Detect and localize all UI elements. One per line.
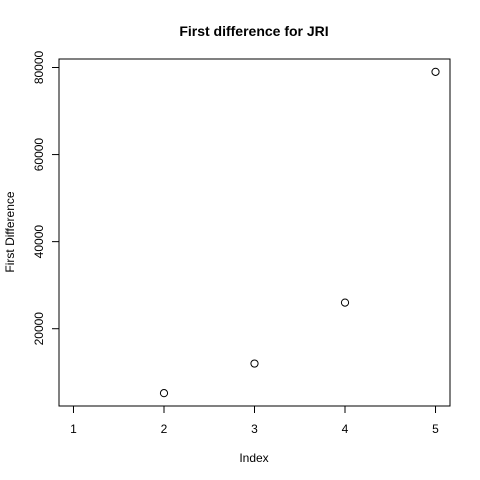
x-axis-label: Index bbox=[239, 451, 268, 465]
x-tick-label: 1 bbox=[70, 422, 77, 436]
x-tick-label: 5 bbox=[432, 422, 439, 436]
y-tick-label: 80000 bbox=[32, 50, 46, 84]
data-point bbox=[250, 359, 259, 368]
x-tick-label: 3 bbox=[251, 422, 258, 436]
x-tick-label: 2 bbox=[161, 422, 168, 436]
plot-frame bbox=[58, 58, 451, 407]
y-tick-label: 20000 bbox=[32, 312, 46, 346]
y-axis-label: First Difference bbox=[3, 191, 17, 272]
chart-title: First difference for JRI bbox=[179, 23, 328, 39]
data-point bbox=[431, 67, 440, 76]
y-axis: 20000 40000 60000 80000 bbox=[32, 50, 60, 346]
data-points bbox=[159, 67, 440, 398]
data-point bbox=[159, 389, 169, 398]
data-point bbox=[340, 298, 350, 307]
y-tick-label: 40000 bbox=[32, 225, 46, 259]
y-tick-label: 60000 bbox=[32, 138, 46, 172]
x-axis: 1 2 3 4 5 bbox=[70, 405, 439, 436]
x-tick-label: 4 bbox=[342, 422, 349, 436]
